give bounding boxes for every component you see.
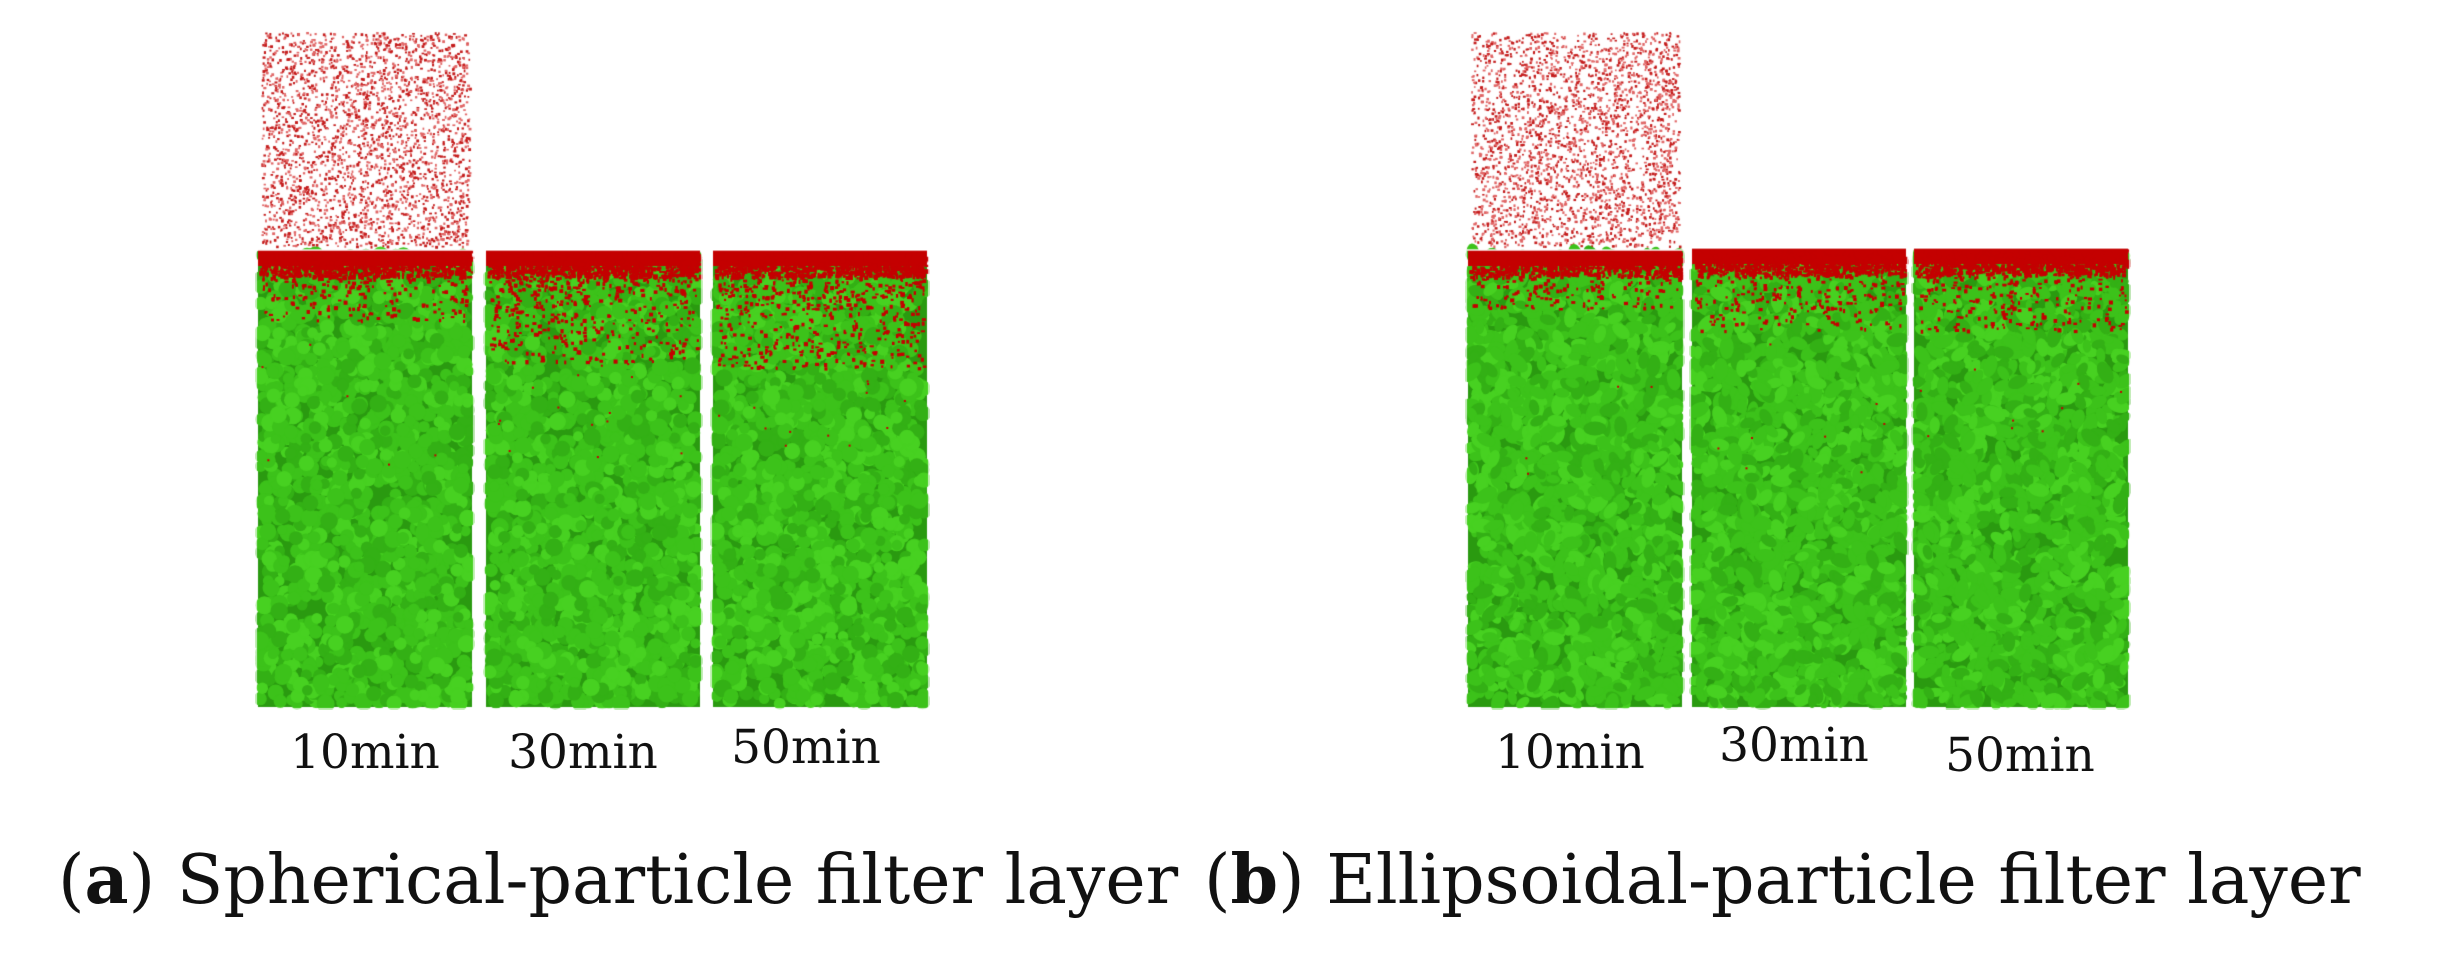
column-b-10min <box>1465 30 1685 710</box>
column-b-50min <box>1911 248 2131 710</box>
column-b-30min <box>1689 248 1909 710</box>
particle-render-a-10min <box>255 30 475 710</box>
caption-a: (a) Spherical-particle filter layer <box>58 840 1178 920</box>
particle-render-b-50min <box>1911 248 2131 710</box>
time-label-a-10min: 10min <box>290 725 440 780</box>
caption-b-open: ( <box>1204 841 1231 920</box>
caption-a-letter: a <box>84 840 129 920</box>
caption-a-text: ) Spherical-particle filter layer <box>128 841 1179 920</box>
particle-render-b-30min <box>1689 248 1909 710</box>
panel-b-ellipsoidal: 10min 30min 50min (b) Ellipsoidal-partic… <box>1204 0 2441 961</box>
particle-render-b-10min <box>1465 30 1685 710</box>
time-label-b-30min: 30min <box>1719 718 1869 773</box>
column-a-10min <box>255 30 475 710</box>
time-label-b-10min: 10min <box>1495 725 1645 780</box>
particle-render-a-30min <box>483 250 703 710</box>
panel-a-spherical: 10min 30min 50min (a) Spherical-particle… <box>0 0 1205 961</box>
particle-render-a-50min <box>710 250 930 710</box>
time-label-b-50min: 50min <box>1945 728 2095 783</box>
time-label-a-50min: 50min <box>731 720 881 775</box>
caption-b-letter: b <box>1230 840 1279 920</box>
column-a-50min <box>710 250 930 710</box>
column-a-30min <box>483 250 703 710</box>
caption-b: (b) Ellipsoidal-particle filter layer <box>1204 840 2361 920</box>
caption-b-text: ) Ellipsoidal-particle filter layer <box>1278 841 2361 920</box>
time-label-a-30min: 30min <box>508 725 658 780</box>
caption-a-open: ( <box>58 841 85 920</box>
